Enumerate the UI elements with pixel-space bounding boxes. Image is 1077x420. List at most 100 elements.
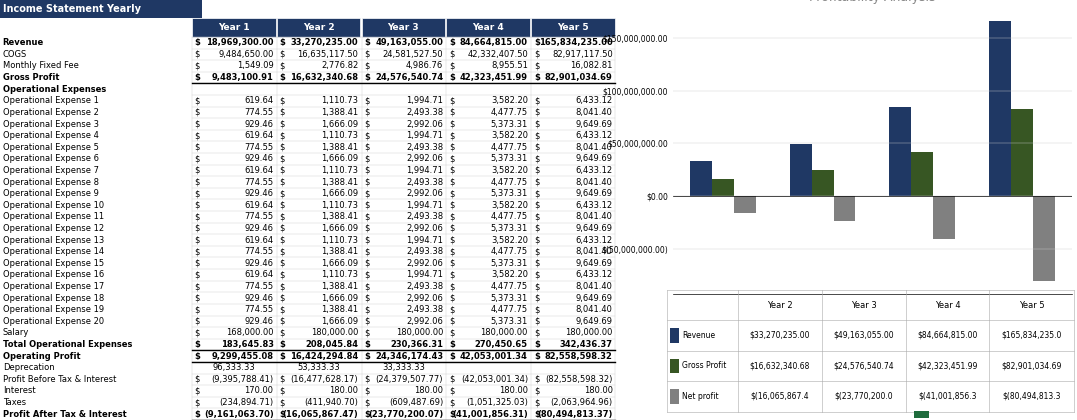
Text: $: $ [195,154,200,163]
Text: Operational Expense 5: Operational Expense 5 [2,143,98,152]
Text: 9,649.69: 9,649.69 [576,189,613,198]
Text: $: $ [280,224,285,233]
Title: Profitability Analysis: Profitability Analysis [809,0,936,5]
Text: 2,992.06: 2,992.06 [406,189,443,198]
Text: $: $ [364,50,369,59]
FancyBboxPatch shape [531,18,615,37]
Text: 8,041.40: 8,041.40 [576,213,613,221]
FancyBboxPatch shape [914,411,929,417]
FancyBboxPatch shape [670,389,679,404]
Text: $: $ [195,236,200,244]
Text: 1,666.09: 1,666.09 [321,154,359,163]
Text: $: $ [195,201,200,210]
Text: 180,000.00: 180,000.00 [565,328,613,337]
Text: $: $ [280,328,285,337]
Bar [733,196,756,213]
Text: $: $ [195,317,200,326]
Text: $: $ [449,305,454,314]
Text: $(23,770,200.0: $(23,770,200.0 [835,392,893,401]
Text: Year 4: Year 4 [935,301,961,310]
Text: $16,632,340.68: $16,632,340.68 [750,362,810,370]
Text: 1,994.71: 1,994.71 [406,236,443,244]
Text: 16,424,294.84: 16,424,294.84 [290,352,359,361]
Text: 16,632,340.68: 16,632,340.68 [291,73,359,82]
Text: $: $ [534,410,540,419]
Text: Operational Expense 13: Operational Expense 13 [2,236,103,244]
Text: $82,901,034.69: $82,901,034.69 [1002,362,1062,370]
Text: (2,063,964.96): (2,063,964.96) [550,398,613,407]
Text: 1,388.41: 1,388.41 [321,143,359,152]
Text: $: $ [534,73,540,82]
Text: $: $ [364,282,369,291]
Text: $: $ [534,120,540,129]
Text: $: $ [280,120,285,129]
Text: 619.64: 619.64 [244,166,274,175]
Text: 5,373.31: 5,373.31 [491,317,528,326]
Text: $: $ [449,386,454,396]
Text: 3,582.20: 3,582.20 [491,96,528,105]
Text: 1,110.73: 1,110.73 [321,236,359,244]
Text: $: $ [534,213,540,221]
Text: $: $ [364,236,369,244]
Text: Revenue: Revenue [2,38,44,47]
Text: 183,645.83: 183,645.83 [221,340,274,349]
Text: 6,433.12: 6,433.12 [575,96,613,105]
Text: $: $ [534,294,540,303]
Text: 1,110.73: 1,110.73 [321,131,359,140]
Text: 208,045.84: 208,045.84 [306,340,359,349]
Text: (24,379,507.77): (24,379,507.77) [376,375,443,384]
Text: $: $ [195,259,200,268]
Text: 619.64: 619.64 [244,201,274,210]
Text: $: $ [195,96,200,105]
Text: 33,270,235.00: 33,270,235.00 [291,38,359,47]
Bar [890,107,911,196]
Text: 1,666.09: 1,666.09 [321,189,359,198]
Text: Operational Expense 12: Operational Expense 12 [2,224,103,233]
Text: 1,549.09: 1,549.09 [237,61,274,71]
Text: Operational Expense 11: Operational Expense 11 [2,213,103,221]
Text: $: $ [534,352,540,361]
Text: 1,110.73: 1,110.73 [321,166,359,175]
Text: $: $ [449,340,454,349]
Text: $: $ [449,166,454,175]
Text: 1,994.71: 1,994.71 [406,96,443,105]
Text: $: $ [534,224,540,233]
Text: Deprecation: Deprecation [2,363,54,372]
Text: Revenue: Revenue [682,331,715,340]
Text: (1,051,325.03): (1,051,325.03) [466,398,528,407]
Text: $: $ [534,143,540,152]
Text: $: $ [195,282,200,291]
Text: $: $ [280,410,285,419]
Text: 4,477.75: 4,477.75 [491,305,528,314]
Text: (41,001,856.31): (41,001,856.31) [452,410,528,419]
Text: $: $ [195,305,200,314]
Text: 24,576,540.74: 24,576,540.74 [375,73,443,82]
Text: 1,110.73: 1,110.73 [321,96,359,105]
Text: 180.00: 180.00 [330,386,359,396]
Text: $: $ [195,108,200,117]
Text: $: $ [364,120,369,129]
Text: Year 3: Year 3 [388,23,419,32]
Text: 1,388.41: 1,388.41 [321,108,359,117]
Text: $: $ [280,294,285,303]
Text: 4,477.75: 4,477.75 [491,178,528,186]
Text: $24,576,540.74: $24,576,540.74 [834,362,894,370]
Text: $: $ [195,410,200,419]
Text: 6,433.12: 6,433.12 [575,236,613,244]
Text: $42,323,451.99: $42,323,451.99 [918,362,978,370]
Text: $: $ [534,38,540,47]
Text: 5,373.31: 5,373.31 [491,120,528,129]
Text: 929.46: 929.46 [244,120,274,129]
Text: $: $ [280,305,285,314]
Text: $: $ [449,108,454,117]
Text: 2,776.82: 2,776.82 [321,61,359,71]
Text: 42,323,451.99: 42,323,451.99 [460,73,528,82]
Text: $: $ [364,213,369,221]
Text: $: $ [534,96,540,105]
Text: $: $ [364,201,369,210]
Text: Year 5: Year 5 [557,23,589,32]
Text: 774.55: 774.55 [244,178,274,186]
Text: Operational Expense 14: Operational Expense 14 [2,247,103,256]
Text: $: $ [195,386,200,396]
Text: 4,986.76: 4,986.76 [406,61,443,71]
